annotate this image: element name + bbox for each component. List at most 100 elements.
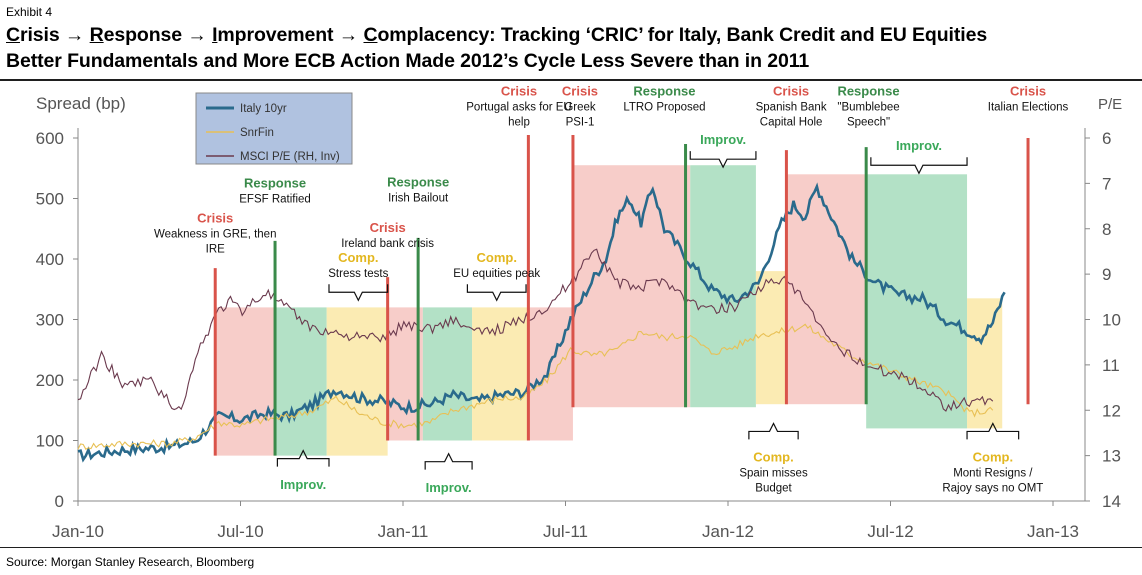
title-initial: C [6,24,20,46]
improv-phase-label: Improv. [280,477,326,492]
event-description: Irish Bailout [388,192,449,204]
event-description: Speech" [847,117,890,129]
crisis-band [215,307,276,456]
improv-phase-label: Improv. [426,480,472,495]
x-tick-label: Jul-10 [217,522,263,541]
improv-phase-label: Improv. [896,138,942,153]
response-event-label: Response [387,174,449,189]
right-tick-label: 11 [1102,356,1120,375]
top-rule [0,79,1142,81]
x-tick-label: Jan-12 [702,522,754,541]
comp-band [967,298,1003,429]
event-description: Capital Hole [760,117,823,129]
improv-phase-label: Improv. [700,132,746,147]
x-tick-label: Jan-10 [52,522,104,541]
phase-brace [424,452,473,470]
phase-brace [466,284,527,302]
event-description: EFSF Ratified [239,194,311,206]
response-band [275,307,327,456]
event-description: help [508,117,530,129]
phase-description: Spain misses [739,468,808,480]
phase-brace [276,449,330,467]
left-tick-label: 400 [36,250,64,269]
right-tick-label: 14 [1102,492,1121,511]
crisis-event-label: Crisis [197,211,233,226]
comp-phase-label: Comp. [973,450,1013,465]
event-description: Ireland bank crisis [341,238,434,250]
source-note: Source: Morgan Stanley Research, Bloombe… [6,555,255,569]
event-description: Weakness in GRE, then [154,229,277,241]
event-lines [213,134,1030,456]
msci-legend-label: MSCI P/E (RH, Inv) [240,151,340,163]
left-tick-label: 600 [36,129,64,148]
title-text: omplacency: Tracking ‘CRIC’ for Italy, B… [377,24,988,46]
comp-band [472,307,529,441]
phase-description: Budget [755,483,792,495]
snrfin-legend-label: SnrFin [240,127,274,139]
comp-band [755,271,787,405]
phase-brace [748,422,799,440]
left-axis-title: Spread (bp) [36,94,126,113]
event-description: "Bumblebee [837,102,899,114]
crisis-event-label: Crisis [1010,84,1046,99]
left-tick-label: 100 [36,432,64,451]
comp-band [326,307,388,456]
axes: 0 100 200 300 400 500 600 6 7 8 9 10 11 12 13 14 Spread … [36,94,1123,541]
msci-series-line [77,248,994,412]
x-tick-label: Jul-12 [867,522,913,541]
phase-description: Rajoy says no OMT [942,483,1043,495]
x-tick-label: Jul-11 [543,522,588,541]
response-event-label: Response [244,176,306,191]
comp-phase-label: Comp. [476,250,516,265]
x-tick-label: Jan-13 [1027,522,1079,541]
left-tick-label: 200 [36,371,64,390]
title-initial: I [212,24,218,46]
x-tick-label: Jan-11 [378,522,429,541]
phase-brace [689,151,757,169]
phase-brace [328,284,389,302]
series-lines [77,182,1006,463]
chart-title-line2: Better Fundamentals and More ECB Action … [6,50,810,72]
title-initial: C [363,24,378,46]
crisis-event-label: Crisis [562,84,598,99]
event-description: LTRO Proposed [623,102,705,114]
right-tick-label: 13 [1102,447,1121,466]
bottom-rule [0,547,1142,548]
title-text: esponse → [103,24,213,46]
event-description: Portugal asks for EU [466,102,571,114]
right-tick-label: 6 [1102,129,1111,148]
title-text: risis → [19,24,90,46]
title-text: mprovement → [217,24,364,46]
event-description: Spanish Bank [756,102,827,114]
italy-legend-label: Italy 10yr [240,103,287,115]
crisis-event-label: Crisis [370,220,406,235]
comp-phase-label: Comp. [338,250,378,265]
right-tick-label: 12 [1102,401,1121,420]
phase-description: Monti Resigns / [953,468,1033,480]
response-band [690,165,756,408]
phase-brace [966,422,1020,440]
event-description: Greek [564,102,596,114]
event-description: Italian Elections [988,102,1069,114]
right-tick-label: 9 [1102,265,1111,284]
right-tick-label: 10 [1102,311,1121,330]
italy-series-line [77,182,1006,463]
crisis-event-label: Crisis [501,84,537,99]
legend-box [195,92,353,165]
left-tick-label: 300 [36,311,64,330]
phase-description: EU equities peak [453,268,540,280]
comp-phase-label: Comp. [753,450,793,465]
phase-bands [215,165,1003,456]
right-axis-title: P/E [1098,96,1122,113]
phase-description: Stress tests [328,268,388,280]
right-tick-label: 8 [1102,220,1111,239]
left-tick-label: 500 [36,190,64,209]
chart-title-line1: Crisis → Response → Improvement → Compla… [6,24,987,47]
response-event-label: Response [633,84,695,99]
annotations: Crisis Weakness in GRE, then IRE Response EF… [154,84,1069,495]
cric-chart: 0 100 200 300 400 500 600 6 7 8 9 10 11 12 13 14 Spread … [36,84,1123,541]
phase-brace [870,157,968,175]
exhibit-label: Exhibit 4 [6,5,53,19]
right-tick-label: 7 [1102,174,1111,193]
crisis-event-label: Crisis [773,84,809,99]
